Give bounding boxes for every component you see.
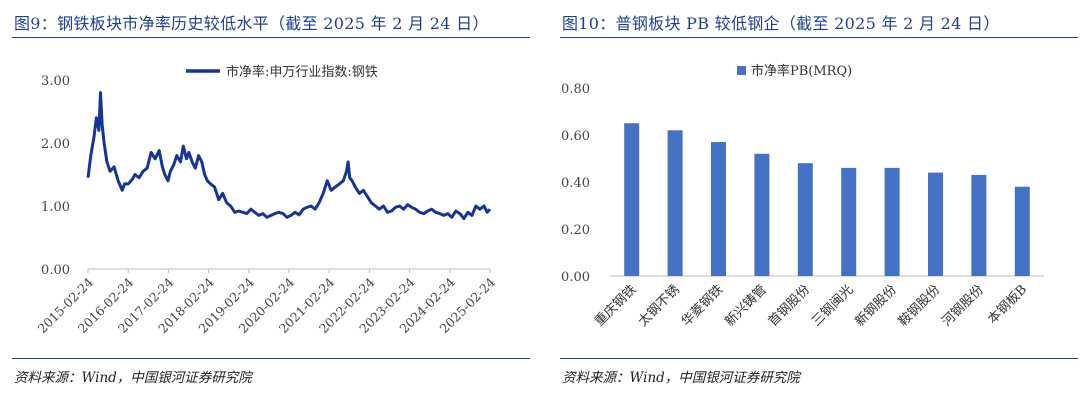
figure-10-top-rule	[560, 37, 1078, 38]
y-tick-label: 0.80	[561, 82, 590, 97]
bar-5	[797, 163, 813, 276]
y-tick-label: 0.00	[561, 270, 590, 285]
x-category-label: 重庆钢铁	[591, 282, 639, 330]
x-category-label: 首钢股份	[766, 282, 813, 329]
y-tick-label: 3.00	[41, 74, 70, 89]
figure-9-title: 图9：钢铁板块市净率历史较低水平（截至 2025 年 2 月 24 日）	[14, 14, 489, 33]
y-tick-label: 0.20	[561, 223, 590, 238]
bar-1	[624, 123, 640, 276]
legend-swatch	[737, 66, 746, 75]
x-category-label: 三钢闽光	[809, 282, 856, 329]
x-category-label: 太钢不锈	[636, 282, 683, 329]
bar-3	[711, 142, 726, 276]
figure-9-top-rule	[12, 37, 530, 38]
y-tick-label: 1.00	[41, 200, 70, 215]
bar-8	[928, 172, 943, 276]
x-category-label: 鞍钢股份	[895, 282, 943, 330]
figure-9-panel: 图9：钢铁板块市净率历史较低水平（截至 2025 年 2 月 24 日） 0.0…	[0, 0, 532, 407]
y-tick-label: 0.00	[41, 263, 70, 278]
bar-2	[667, 130, 683, 276]
x-category-label: 河钢股份	[939, 282, 986, 329]
y-tick-label: 2.00	[41, 137, 70, 152]
bar-9	[971, 174, 987, 276]
figure-10-bottom-rule	[560, 358, 1078, 359]
y-tick-label: 0.40	[561, 176, 590, 191]
x-category-label: 华菱钢铁	[679, 282, 726, 329]
figure-9-bottom-rule	[12, 358, 530, 359]
pb-history-line-chart: 0.001.002.003.002015-02-242016-02-242017…	[35, 64, 499, 336]
bar-7	[884, 167, 900, 276]
series-line-pb	[86, 91, 492, 221]
x-category-label: 新钢股份	[852, 282, 900, 330]
bar-6	[841, 167, 857, 276]
legend-label: 市净率:申万行业指数:钢铁	[226, 64, 378, 80]
figure-10-title: 图10：普钢板块 PB 较低钢企（截至 2025 年 2 月 24 日）	[562, 14, 1000, 33]
figure-10-source: 资料来源：Wind，中国银河证券研究院	[562, 370, 800, 386]
pb-steel-companies-bar-chart: 0.00 0.20 0.40 0.60 0.80 重庆钢铁太钢不锈华菱钢铁新兴铸管首钢股份…	[561, 63, 1044, 330]
x-category-label: 本钢板B	[985, 282, 1030, 327]
bar-4	[754, 153, 770, 276]
legend-label: 市净率PB(MRQ)	[751, 63, 852, 79]
x-category-label: 新兴铸管	[722, 282, 770, 330]
y-tick-label: 0.60	[561, 129, 590, 144]
bar-10	[1014, 186, 1030, 276]
figure-9-source: 资料来源：Wind，中国银河证券研究院	[14, 370, 252, 386]
figure-10-panel: 图10：普钢板块 PB 较低钢企（截至 2025 年 2 月 24 日） 0.0…	[548, 0, 1080, 407]
